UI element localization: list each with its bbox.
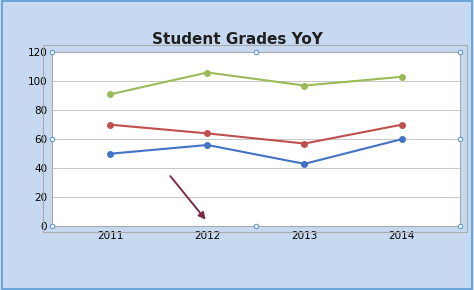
Text: Student Grades YoY: Student Grades YoY	[152, 32, 322, 47]
B Grade	[399, 75, 404, 79]
A Grade	[399, 123, 404, 126]
Point	[252, 224, 260, 229]
A Grade	[301, 142, 307, 145]
A Grade	[108, 123, 113, 126]
Point	[456, 50, 464, 55]
Line: A Grade: A Grade	[108, 122, 404, 146]
B Grade	[301, 84, 307, 87]
A+ Grade	[108, 152, 113, 155]
Point	[48, 137, 56, 142]
B Grade	[108, 93, 113, 96]
Point	[456, 137, 464, 142]
Point	[456, 224, 464, 229]
Point	[48, 224, 56, 229]
Line: A+ Grade: A+ Grade	[108, 136, 404, 167]
B Grade	[205, 71, 210, 74]
A+ Grade	[301, 162, 307, 166]
A Grade	[205, 132, 210, 135]
Point	[252, 50, 260, 55]
Point	[48, 50, 56, 55]
A+ Grade	[399, 137, 404, 141]
Line: B Grade: B Grade	[108, 70, 404, 97]
A+ Grade	[205, 143, 210, 147]
